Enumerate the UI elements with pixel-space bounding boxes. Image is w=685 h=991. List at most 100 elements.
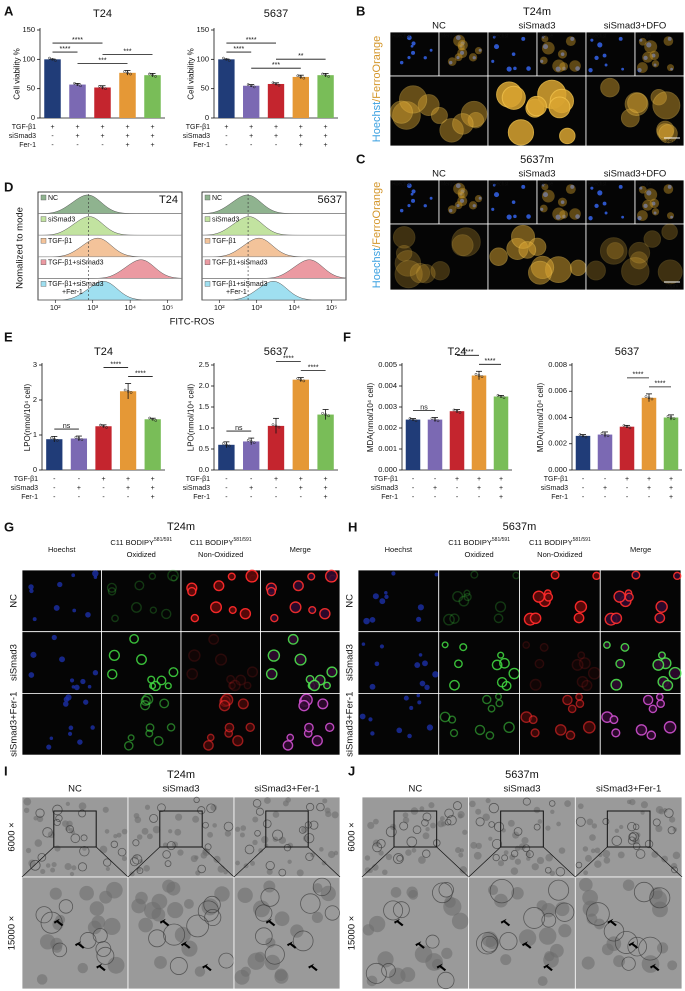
condition-sign: - <box>412 485 415 492</box>
zoom-line <box>436 846 469 878</box>
zoom-line <box>361 846 395 878</box>
inset-label: Hoechst <box>392 33 411 39</box>
replicate-dot <box>321 412 324 415</box>
cell <box>106 582 117 593</box>
cell <box>213 855 221 863</box>
cell <box>627 822 637 832</box>
replicate-dot <box>48 56 51 60</box>
cell <box>243 681 252 690</box>
significance-label: **** <box>485 358 496 365</box>
cell <box>406 183 412 189</box>
cell <box>456 56 460 60</box>
cell <box>638 936 663 961</box>
zoom-line <box>233 846 267 878</box>
cell <box>571 658 584 671</box>
cell <box>656 942 669 954</box>
cell <box>463 589 471 597</box>
condition-sign: - <box>225 494 228 501</box>
stain-label: Hoechst/FerroOrange <box>371 36 383 142</box>
column-label: siSmad3 <box>519 169 556 180</box>
y-tick-label: 0.001 <box>378 444 397 453</box>
inset-label: Merge <box>539 181 553 187</box>
condition-sign: + <box>150 133 154 140</box>
panel-title: T24m <box>167 769 195 781</box>
legend-swatch <box>204 237 211 244</box>
replicate-dot <box>672 417 676 421</box>
cell <box>305 852 314 861</box>
arrow <box>287 941 297 949</box>
cell <box>168 667 179 678</box>
cell <box>85 611 91 618</box>
condition-sign: - <box>51 142 54 149</box>
cell <box>557 197 567 207</box>
replicate-dot <box>98 84 101 88</box>
cell <box>532 590 545 603</box>
cell <box>32 617 37 622</box>
replicate-dot <box>496 393 500 397</box>
cell <box>102 806 109 813</box>
stain-label: Hoechst/FerroOrange <box>371 182 383 288</box>
cell <box>267 649 281 662</box>
cell <box>121 828 128 835</box>
y-tick-label: 0.003 <box>378 402 397 411</box>
condition-sign: - <box>250 142 253 149</box>
cell <box>79 885 94 901</box>
cell <box>422 832 430 840</box>
cell <box>493 192 500 198</box>
cell <box>559 127 576 145</box>
bar <box>493 396 509 470</box>
cell <box>265 668 278 680</box>
cell <box>619 824 624 830</box>
cell <box>562 214 566 219</box>
cell <box>655 693 664 701</box>
replicate-dot <box>222 442 225 445</box>
flow-title: 5637 <box>318 194 342 206</box>
replicate-dot <box>105 426 108 429</box>
cell <box>394 250 422 277</box>
cell <box>235 674 247 686</box>
cell <box>188 649 201 662</box>
micrograph <box>438 631 520 694</box>
cell <box>627 92 648 114</box>
y-tick-label: 2.5 <box>199 360 209 369</box>
cell <box>430 261 450 281</box>
cell <box>136 834 143 840</box>
condition-sign: - <box>225 142 228 149</box>
inset-label: Merge <box>637 181 651 187</box>
cell <box>23 797 32 806</box>
row-label: NC <box>9 594 20 608</box>
y-tick-label: 0.005 <box>378 360 397 369</box>
cell <box>661 223 678 241</box>
cell <box>224 722 235 733</box>
cell <box>511 886 524 900</box>
micrograph <box>21 693 102 756</box>
condition-sign: + <box>324 485 328 492</box>
replicate-dot <box>433 418 437 421</box>
cell <box>79 932 97 949</box>
cell <box>77 962 89 974</box>
column-name: C11 BODIPY <box>110 538 154 547</box>
cell <box>197 864 206 874</box>
replicate-dot <box>436 419 440 423</box>
replicate-dot <box>408 417 412 420</box>
cell <box>494 893 508 908</box>
cell <box>183 898 194 909</box>
cell <box>264 797 271 804</box>
cell <box>425 827 430 832</box>
cell <box>164 682 172 690</box>
condition-sign: + <box>150 142 154 149</box>
significance-label: **** <box>283 355 294 362</box>
cell <box>552 59 566 73</box>
cell <box>167 569 179 582</box>
replicate-dot <box>271 423 275 427</box>
column-label: siSmad3+DFO <box>604 169 667 180</box>
bar <box>619 426 635 470</box>
replicate-dot <box>104 87 107 91</box>
scale-label: 25μm <box>666 139 679 145</box>
condition-sign: + <box>249 124 253 131</box>
cell <box>474 47 483 55</box>
cell <box>410 44 414 48</box>
significance-label: **** <box>308 364 319 371</box>
cell <box>562 694 573 706</box>
cell <box>591 823 598 829</box>
